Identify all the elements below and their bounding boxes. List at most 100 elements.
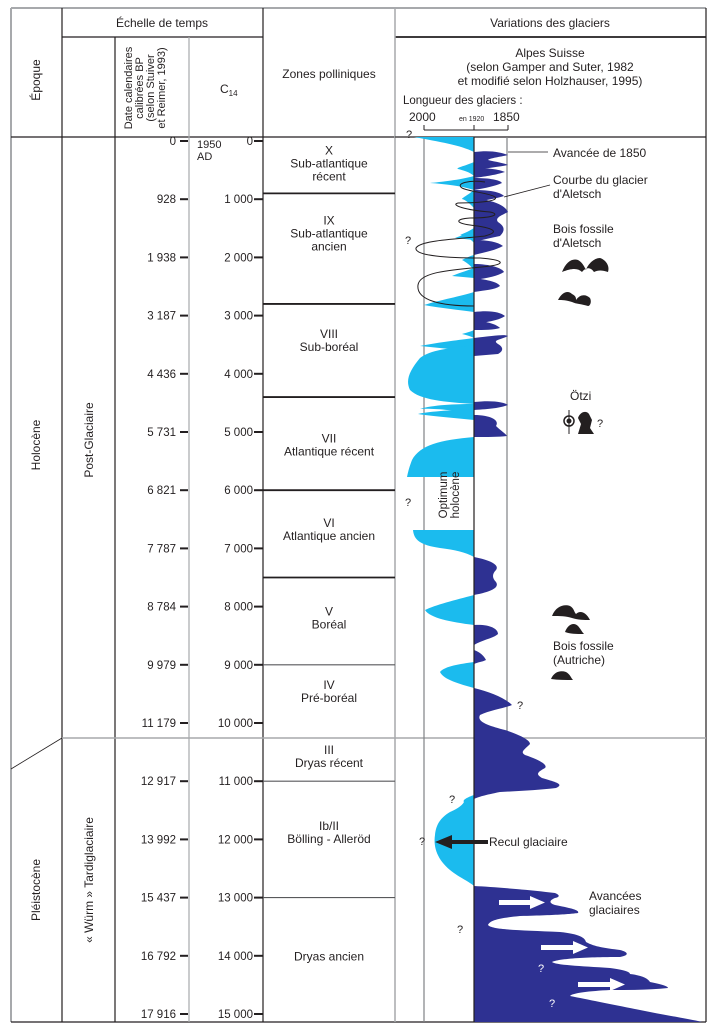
header-zones-polliniques: Zones polliniques — [282, 67, 375, 81]
c14-tick-label: 0 — [247, 136, 253, 148]
avancees-line-2: glaciaires — [589, 903, 640, 917]
zone-name: Bölling - Alleröd — [287, 832, 370, 846]
calibrated-tick-label: 6 821 — [147, 485, 176, 497]
calibrated-tick-label: 1 938 — [147, 252, 176, 264]
header-calibrated-dates: Date calendaires calibrées BP (selon Stu… — [123, 46, 168, 129]
period-wurm-tardiglaciaire: « Würm » Tardiglaciaire — [82, 817, 96, 943]
advance-shape — [474, 168, 505, 178]
advance-shape — [474, 557, 497, 595]
zone-name: Sub-atlantique — [290, 226, 368, 240]
advance-shape — [474, 320, 500, 330]
table-frame — [10, 7, 707, 1023]
avancee-1850-label: Avancée de 1850 — [553, 146, 647, 160]
time-axis-ticks: 0 928 1 938 3 187 4 436 5 731 6 821 7 787 8 784 9… — [141, 136, 263, 1021]
aletsch-curve — [415, 180, 501, 307]
white-arrow-icon — [578, 978, 625, 991]
question-mark: ? — [419, 836, 425, 848]
question-mark: ? — [405, 235, 411, 247]
advance-series — [474, 151, 702, 1022]
header-variations-glaciers: Variations des glaciers — [490, 16, 610, 30]
retreat-shape — [462, 255, 474, 270]
calibrated-tick-label: 0 — [170, 136, 176, 148]
advance-shape — [474, 415, 507, 437]
zone-number: X — [325, 144, 333, 158]
source-line-2: (selon Gamper and Suter, 1982 — [466, 60, 634, 74]
zone-name: Sub-boréal — [300, 340, 359, 354]
question-mark: ? — [449, 794, 455, 806]
zone-name: Pré-boréal — [301, 691, 357, 705]
question-mark: ? — [597, 418, 603, 430]
calibrated-tick-label: 16 792 — [141, 951, 176, 963]
c14-tick-label: 6 000 — [224, 485, 253, 497]
advance-shape — [474, 198, 508, 242]
question-mark: ? — [406, 129, 412, 141]
optimum-holocene-label: Optimum holocène — [438, 472, 462, 519]
c14-tick-label: 2 000 — [224, 252, 253, 264]
source-line-3: et modifié selon Holzhauser, 1995) — [458, 74, 643, 88]
zone-name: Dryas récent — [295, 756, 364, 770]
calibrated-tick-label: 9 979 — [147, 660, 176, 672]
zone-name: Boréal — [312, 617, 347, 631]
bois-aletsch-line-1: Bois fossile — [553, 222, 614, 236]
fossil-wood-icon — [552, 605, 590, 634]
calib-line-4: et Reimer, 1993) — [156, 47, 168, 128]
calibrated-tick-label: 11 179 — [142, 718, 176, 730]
advance-shape — [474, 151, 508, 170]
c14-tick-label: 15 000 — [218, 1009, 253, 1021]
otzi-label: Ötzi — [570, 389, 591, 403]
advance-shape — [474, 178, 502, 190]
fossil-wood-icon — [551, 671, 573, 680]
c14-tick-label: 1 000 — [224, 194, 253, 206]
epoch-pleistocene: Pléistocène — [29, 859, 43, 921]
c14-subscript: 14 — [229, 89, 238, 98]
header-epoque: Époque — [28, 59, 43, 101]
advance-shape — [474, 264, 504, 280]
zone-number: III — [324, 743, 334, 757]
retreat-shape — [414, 137, 474, 152]
retreat-shape — [424, 292, 474, 312]
c14-origin-ad: AD — [197, 151, 212, 163]
bois-autriche-line-2: (Autriche) — [553, 653, 605, 667]
question-mark: ? — [517, 700, 523, 712]
question-mark: ? — [549, 998, 555, 1010]
c14-tick-label: 3 000 — [224, 311, 253, 323]
calibrated-tick-label: 3 187 — [147, 311, 176, 323]
retreat-shape — [407, 437, 474, 478]
zone-name: Atlantique récent — [284, 445, 375, 459]
retreat-shape — [457, 162, 474, 176]
fossil-wood-icon — [558, 292, 591, 306]
calibrated-tick-label: 15 437 — [141, 893, 176, 905]
retreat-shape — [440, 662, 474, 688]
zone-name: Dryas ancien — [294, 950, 364, 964]
advance-shape — [474, 278, 500, 292]
epoch-holocene: Holocène — [29, 419, 43, 470]
c14-tick-label: 4 000 — [224, 369, 253, 381]
retreat-shape — [413, 530, 474, 557]
zone-number: VIII — [320, 327, 338, 341]
white-arrow-icon — [499, 896, 545, 909]
retreat-shape — [462, 330, 474, 338]
advance-shape — [474, 624, 498, 645]
calibrated-tick-label: 13 992 — [141, 834, 176, 846]
retreat-shape — [452, 268, 474, 278]
advance-shape — [474, 688, 560, 799]
source-line-1: Alpes Suisse — [515, 46, 585, 60]
c14-tick-label: 12 000 — [218, 834, 253, 846]
calibrated-tick-label: 17 916 — [141, 1009, 176, 1021]
length-scale-bracket — [423, 125, 509, 131]
scale-1920: en 1920 — [459, 116, 484, 123]
c14-tick-label: 14 000 — [218, 951, 253, 963]
zone-number: IV — [323, 678, 334, 692]
bois-aletsch-line-2: d'Aletsch — [553, 236, 601, 250]
calibrated-tick-label: 7 787 — [147, 543, 176, 555]
c14-tick-label: 10 000 — [218, 718, 253, 730]
courbe-aletsch-line-2: d'Aletsch — [553, 187, 601, 201]
zone-name: récent — [312, 170, 346, 184]
retreat-shape — [425, 595, 474, 625]
zone-number: VI — [323, 516, 334, 530]
calib-line-3: (selon Stuiver — [145, 54, 157, 122]
advance-shape — [474, 240, 503, 255]
fossil-wood-icon — [562, 258, 609, 272]
white-arrow-icon — [541, 941, 588, 954]
avancees-line-1: Avancées — [589, 889, 641, 903]
